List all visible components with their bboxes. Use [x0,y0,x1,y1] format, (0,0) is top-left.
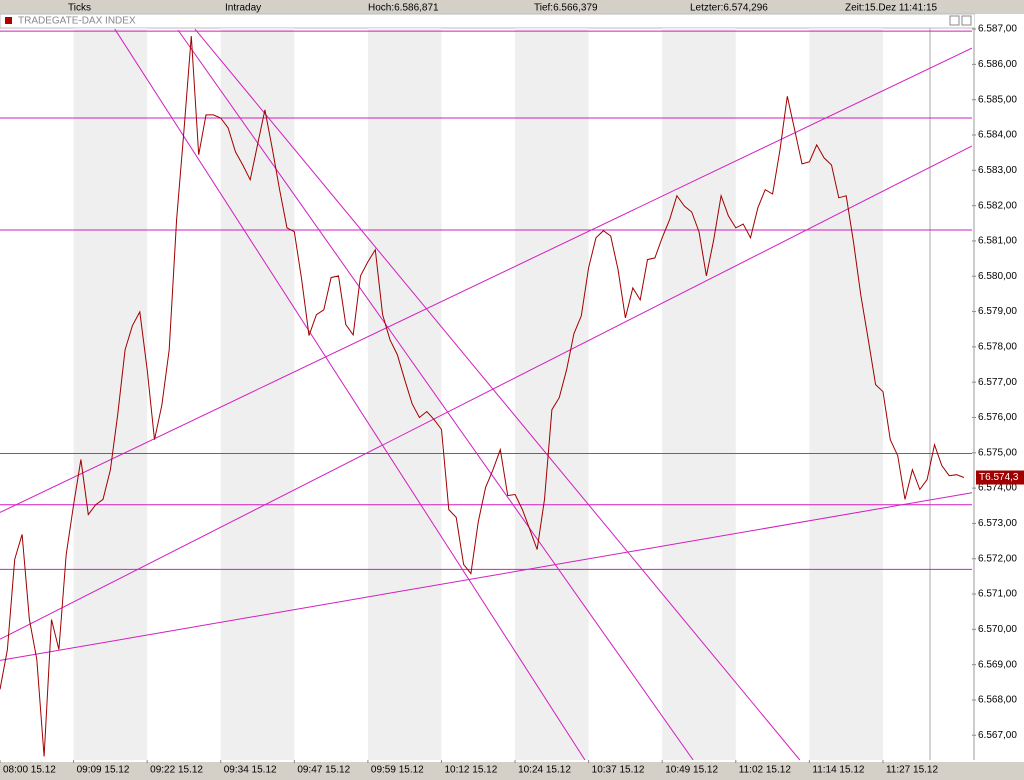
x-tick-label: 11:02 15.12 [739,765,792,776]
y-tick-label: 6.572,00 [978,553,1017,564]
y-tick-label: 6.568,00 [978,695,1017,706]
title-bar [0,13,976,29]
window-button[interactable] [949,15,960,26]
toolbar-item: Ticks [68,3,91,14]
trend-line [0,145,972,640]
toolbar-item: Hoch:6.586,871 [368,3,439,14]
time-band [367,28,442,760]
time-band [73,28,148,760]
title-icon [5,17,12,24]
last-price-label: T6.574,3 [979,472,1019,483]
y-tick-label: 6.570,00 [978,624,1017,635]
y-tick-label: 6.586,00 [978,59,1017,70]
y-tick-label: 6.576,00 [978,412,1017,423]
y-tick-label: 6.574,00 [978,483,1017,494]
x-tick-label: 09:59 15.12 [371,765,424,776]
toolbar-item: Intraday [225,3,261,14]
x-tick-label: 11:14 15.12 [812,765,865,776]
y-tick-label: 6.567,00 [978,730,1017,741]
x-tick-label: 09:09 15.12 [77,765,130,776]
trend-line [0,47,972,513]
y-tick-label: 6.573,00 [978,518,1017,529]
x-tick-label: 10:49 15.12 [665,765,718,776]
x-tick-label: 09:22 15.12 [150,765,203,776]
x-tick-label: 09:34 15.12 [224,765,277,776]
y-tick-label: 6.578,00 [978,342,1017,353]
trend-line [114,28,586,760]
window-button[interactable] [961,15,972,26]
time-band [220,28,295,760]
trend-line [194,28,801,760]
y-tick-label: 6.580,00 [978,271,1017,282]
chart-title: TRADEGATE-DAX INDEX [18,16,136,27]
toolbar-item: Tief:6.566,379 [534,3,598,14]
toolbar-item: Zeit:15.Dez 11:41:15 [845,3,938,14]
y-tick-label: 6.582,00 [978,200,1017,211]
y-tick-label: 6.571,00 [978,589,1017,600]
price-line [0,36,965,757]
y-axis-area [975,14,1024,762]
y-tick-label: 6.569,00 [978,659,1017,670]
trend-line [177,29,694,760]
x-tick-label: 10:12 15.12 [444,765,497,776]
y-tick-label: 6.583,00 [978,165,1017,176]
x-tick-label: 09:47 15.12 [297,765,350,776]
toolbar [0,0,1024,14]
trend-line [0,492,972,661]
y-tick-label: 6.577,00 [978,377,1017,388]
y-tick-label: 6.575,00 [978,447,1017,458]
y-tick-label: 6.587,00 [978,24,1017,35]
time-band [515,28,589,760]
x-axis-bar [0,762,1024,780]
x-tick-label: 11:27 15.12 [886,765,939,776]
x-tick-label: 10:24 15.12 [518,765,571,776]
x-tick-label: 08:00 15.12 [3,765,56,776]
time-band [662,28,736,760]
y-tick-label: 6.581,00 [978,236,1017,247]
y-tick-label: 6.579,00 [978,306,1017,317]
last-price-tag [976,470,1024,485]
y-tick-label: 6.585,00 [978,94,1017,105]
y-tick-label: 6.584,00 [978,130,1017,141]
time-band [809,28,883,760]
toolbar-item: Letzter:6.574,296 [690,3,768,14]
x-tick-label: 10:37 15.12 [592,765,645,776]
